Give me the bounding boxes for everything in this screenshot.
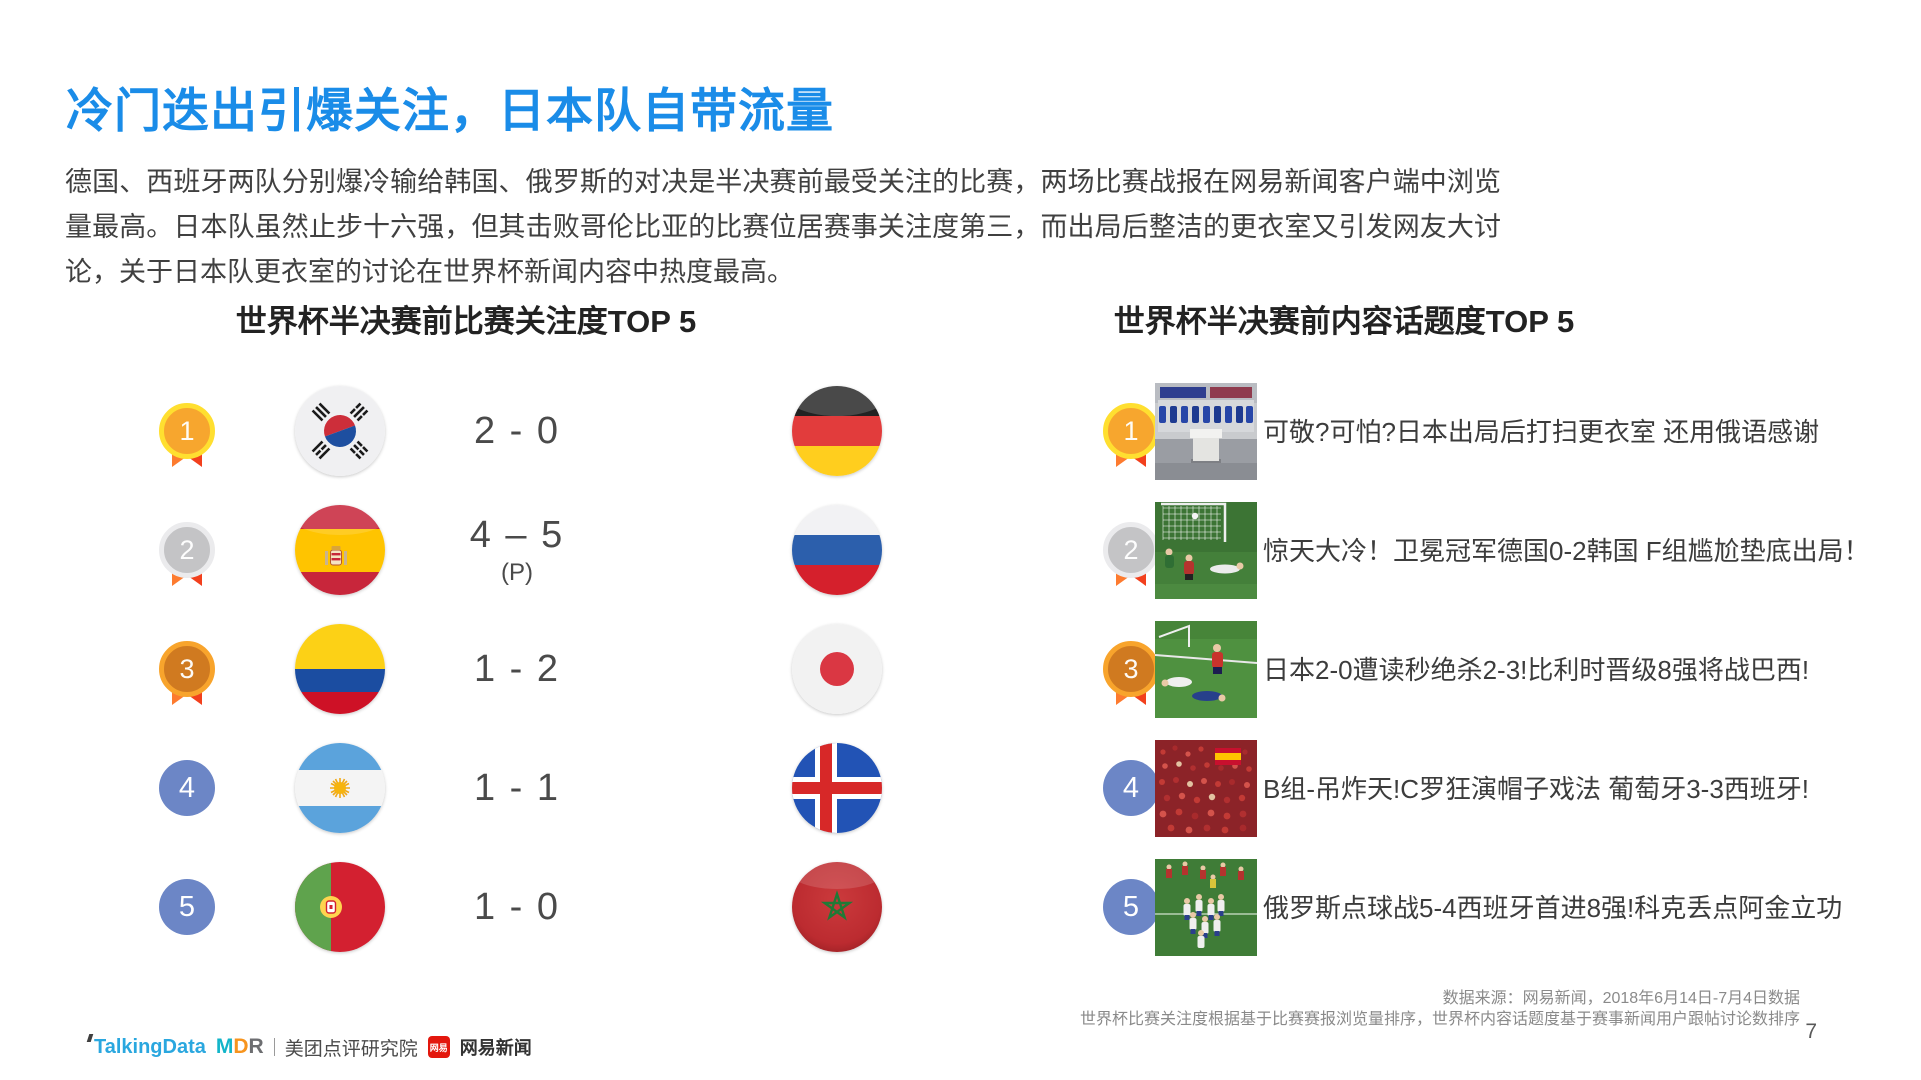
logo-divider <box>273 1038 275 1056</box>
source-line-1: 数据来源：网易新闻，2018年6月14日-7月4日数据 <box>1442 990 1800 1007</box>
body-text: 德国、西班牙两队分别爆冷输给韩国、俄罗斯的对决是半决赛前最受关注的比赛，两场比赛… <box>65 167 1501 287</box>
content-topic-list: 1 可敬?可怕?日 <box>1080 372 1880 967</box>
bronze-medal-icon: 3 <box>159 641 215 705</box>
match-score: 1 - 2 <box>473 648 561 690</box>
news-item: 3 日本2-0遭读秒绝杀2-3!比利时晋级8强将战巴西! <box>1080 610 1880 729</box>
source-line-2: 世界杯比赛关注度根据基于比赛赛报浏览量排序，世界杯内容话题度基于赛事新闻用户跟帖… <box>1079 1011 1800 1028</box>
news-headline: 可敬?可怕?日本出局后打扫更衣室 还用俄语感谢 <box>1263 416 1820 447</box>
flag-colombia-icon <box>295 624 385 714</box>
news-item: 2 惊天大冷！卫冕冠军德国0-2韩国 F组尴尬垫底出局！ <box>1080 491 1880 610</box>
flag-germany-icon <box>792 386 882 476</box>
rank-number: 2 <box>1103 522 1159 578</box>
flag-portugal-icon <box>295 862 385 952</box>
match-score: 1 - 0 <box>473 886 561 928</box>
news-thumbnail-locker-room <box>1155 383 1257 480</box>
match-attention-list: 1 2 - 0 <box>130 372 920 967</box>
match-row: 4 1 - 1 <box>130 729 920 848</box>
right-panel-heading: 世界杯半决赛前内容话题度TOP 5 <box>1113 304 1575 339</box>
silver-medal-icon: 2 <box>1103 522 1159 586</box>
flag-south-korea-icon <box>295 386 385 476</box>
news-thumbnail-red-crowd <box>1155 740 1257 837</box>
news-headline: B组-吊炸天!C罗狂演帽子戏法 葡萄牙3-3西班牙! <box>1263 773 1810 804</box>
rank-number: 3 <box>159 641 215 697</box>
match-row: 2 4 – 5 (P) <box>130 491 920 610</box>
left-panel-heading: 世界杯半决赛前比赛关注度TOP 5 <box>235 304 697 339</box>
match-score: 2 - 0 <box>473 410 561 452</box>
data-source-note: 数据来源：网易新闻，2018年6月14日-7月4日数据 世界杯比赛关注度根据基于… <box>1080 988 1800 1030</box>
talkingdata-logo: TalkingData <box>86 1033 206 1059</box>
silver-medal-icon: 2 <box>159 522 215 586</box>
rank-circle-icon: 4 <box>159 760 215 816</box>
meituan-dianping-institute-label: 美团点评研究院 <box>284 1038 418 1060</box>
penalty-note: (P) <box>501 559 533 586</box>
score-box: 1 - 2 <box>430 610 604 729</box>
news-item: 1 可敬?可怕?日 <box>1080 372 1880 491</box>
flag-japan-icon <box>792 624 882 714</box>
netease-news-label: 网易新闻 <box>459 1038 532 1058</box>
gold-medal-icon: 1 <box>159 403 215 467</box>
news-thumbnail-team-celebration <box>1155 859 1257 956</box>
news-thumbnail-players-on-pitch <box>1155 621 1257 718</box>
match-score: 1 - 1 <box>473 767 561 809</box>
rank-number: 1 <box>1103 403 1159 459</box>
page-title: 冷门迭出引爆关注，日本队自带流量 <box>66 84 834 137</box>
talkingdata-tick-icon <box>86 1033 94 1042</box>
rank-number: 2 <box>159 522 215 578</box>
flag-russia-icon <box>792 505 882 595</box>
rank-circle-icon: 5 <box>159 879 215 935</box>
rank-circle-icon: 4 <box>1103 760 1159 816</box>
netease-news-icon: 网易 <box>427 1036 450 1058</box>
news-item: 4 B组-吊炸天!C罗狂演帽子戏法 葡萄牙3-3西班牙! <box>1080 729 1880 848</box>
flag-morocco-icon <box>792 862 882 952</box>
news-thumbnail-goal-upset <box>1155 502 1257 599</box>
page-number: 7 <box>1805 1020 1817 1043</box>
match-row: 3 1 - 2 <box>130 610 920 729</box>
match-row: 5 1 - 0 <box>130 848 920 967</box>
flag-spain-icon <box>295 505 385 595</box>
match-score: 4 – 5 <box>469 514 565 556</box>
match-row: 1 2 - 0 <box>130 372 920 491</box>
news-headline: 俄罗斯点球战5-4西班牙首进8强!科克丢点阿金立功 <box>1263 892 1843 923</box>
flag-argentina-icon <box>295 743 385 833</box>
talkingdata-wordmark: TalkingData <box>94 1035 206 1058</box>
score-box: 2 - 0 <box>430 372 604 491</box>
flag-iceland-icon <box>792 743 882 833</box>
score-box: 1 - 1 <box>430 729 604 848</box>
news-item: 5 <box>1080 848 1880 967</box>
rank-number: 3 <box>1103 641 1159 697</box>
gold-medal-icon: 1 <box>1103 403 1159 467</box>
news-headline: 惊天大冷！卫冕冠军德国0-2韩国 F组尴尬垫底出局！ <box>1263 535 1870 566</box>
news-headline: 日本2-0遭读秒绝杀2-3!比利时晋级8强将战巴西! <box>1263 654 1810 685</box>
rank-circle-icon: 5 <box>1103 879 1159 935</box>
bronze-medal-icon: 3 <box>1103 641 1159 705</box>
score-box: 1 - 0 <box>430 848 604 967</box>
score-box: 4 – 5 (P) <box>430 491 604 610</box>
rank-number: 1 <box>159 403 215 459</box>
